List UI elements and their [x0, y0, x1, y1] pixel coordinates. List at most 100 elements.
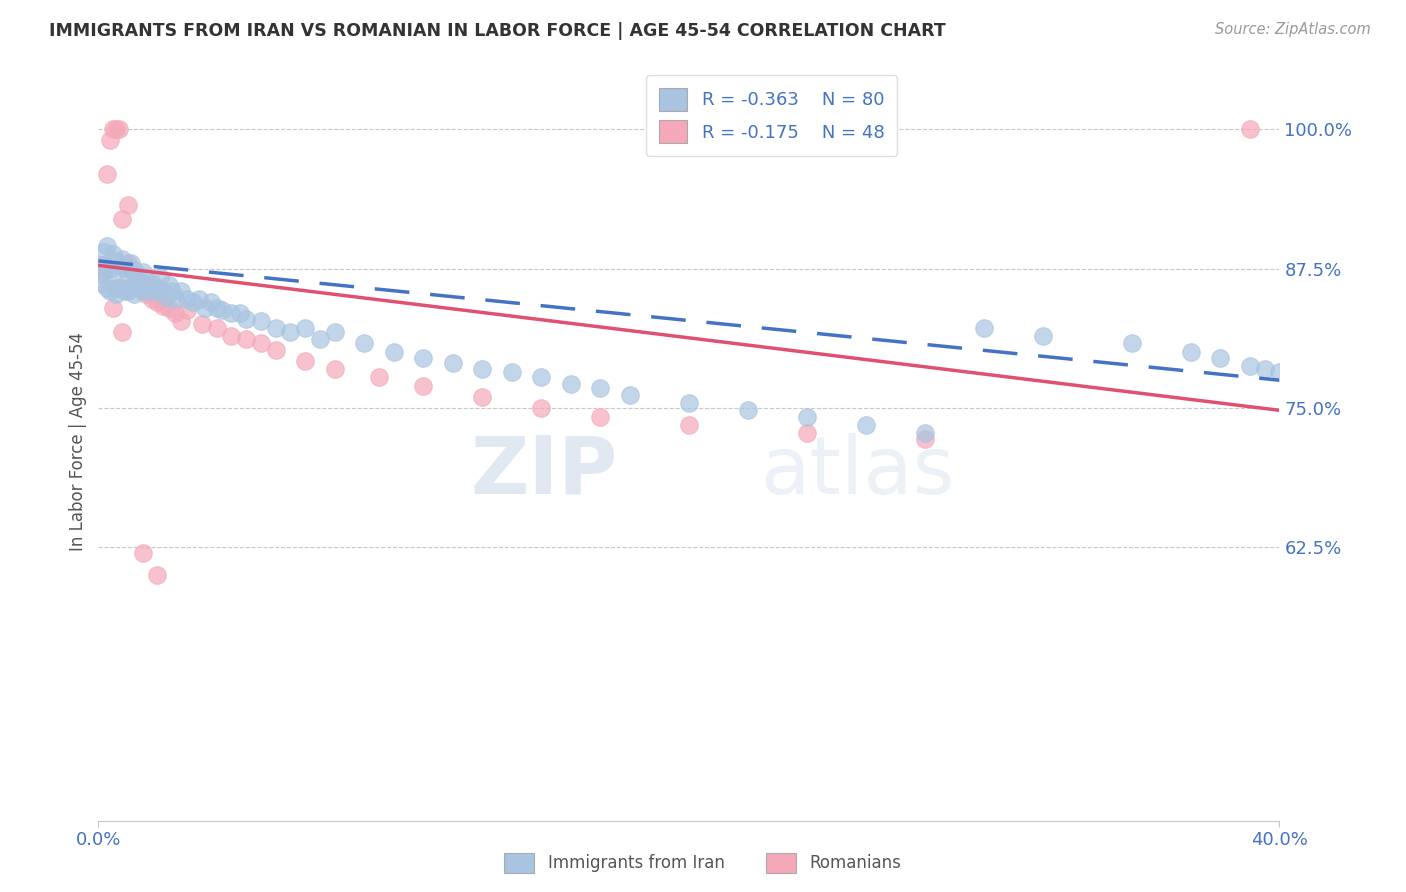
Point	[309, 332, 332, 346]
Point	[103, 269, 125, 284]
Point	[105, 254, 128, 268]
Point	[155, 290, 177, 304]
Point	[471, 362, 494, 376]
Point	[737, 403, 759, 417]
Point	[93, 259, 115, 273]
Point	[117, 198, 139, 212]
Point	[191, 318, 214, 332]
Point	[205, 321, 228, 335]
Point	[122, 263, 145, 277]
Point	[122, 287, 145, 301]
Point	[108, 281, 131, 295]
Point	[93, 265, 115, 279]
Point	[96, 281, 118, 295]
Point	[98, 261, 121, 276]
Y-axis label: In Labor Force | Age 45-54: In Labor Force | Age 45-54	[69, 332, 87, 551]
Point	[114, 259, 136, 273]
Point	[412, 378, 434, 392]
Point	[152, 284, 174, 298]
Point	[530, 401, 553, 416]
Point	[170, 314, 193, 328]
Point	[152, 299, 174, 313]
Point	[103, 122, 125, 136]
Point	[103, 247, 125, 261]
Point	[221, 306, 243, 320]
Point	[105, 287, 128, 301]
Point	[141, 292, 163, 306]
Point	[560, 376, 582, 391]
Point	[98, 134, 121, 148]
Point	[250, 336, 273, 351]
Point	[128, 281, 150, 295]
Legend: R = -0.363    N = 80, R = -0.175    N = 48: R = -0.363 N = 80, R = -0.175 N = 48	[645, 75, 897, 156]
Point	[111, 281, 134, 295]
Point	[108, 122, 131, 136]
Point	[108, 259, 131, 273]
Point	[93, 244, 115, 259]
Point	[111, 211, 134, 226]
Point	[90, 259, 112, 273]
Point	[135, 277, 157, 291]
Point	[105, 281, 128, 295]
Point	[125, 268, 148, 282]
Point	[120, 281, 142, 295]
Legend: Immigrants from Iran, Romanians: Immigrants from Iran, Romanians	[498, 847, 908, 880]
Point	[589, 381, 612, 395]
Point	[530, 370, 553, 384]
Point	[200, 295, 222, 310]
Point	[114, 260, 136, 275]
Point	[103, 301, 125, 315]
Point	[211, 303, 233, 318]
Point	[176, 292, 198, 306]
Point	[796, 410, 818, 425]
Point	[96, 239, 118, 253]
Point	[194, 301, 217, 315]
Point	[90, 277, 112, 291]
Text: ZIP: ZIP	[471, 433, 619, 511]
Point	[796, 425, 818, 440]
Point	[120, 261, 142, 276]
Point	[1209, 351, 1232, 365]
Point	[501, 366, 523, 380]
Point	[678, 417, 700, 432]
Point	[108, 281, 131, 295]
Point	[280, 326, 302, 340]
Point	[138, 278, 160, 293]
Point	[125, 277, 148, 291]
Point	[117, 268, 139, 282]
Point	[294, 354, 316, 368]
Point	[128, 278, 150, 293]
Point	[117, 256, 139, 270]
Point	[132, 546, 155, 560]
Point	[98, 284, 121, 298]
Point	[855, 417, 877, 432]
Point	[205, 301, 228, 315]
Point	[914, 425, 936, 440]
Point	[181, 295, 204, 310]
Point	[1239, 122, 1261, 136]
Point	[235, 312, 257, 326]
Point	[1239, 359, 1261, 373]
Point	[170, 284, 193, 298]
Point	[589, 410, 612, 425]
Point	[165, 292, 187, 306]
Point	[471, 390, 494, 404]
Point	[678, 395, 700, 409]
Point	[1180, 345, 1202, 359]
Text: atlas: atlas	[759, 433, 955, 511]
Point	[294, 321, 316, 335]
Point	[353, 336, 375, 351]
Point	[138, 284, 160, 298]
Point	[1268, 366, 1291, 380]
Point	[1254, 362, 1277, 376]
Point	[132, 284, 155, 298]
Point	[146, 295, 169, 310]
Point	[117, 284, 139, 298]
Point	[157, 278, 180, 293]
Point	[1121, 336, 1143, 351]
Point	[235, 332, 257, 346]
Point	[132, 278, 155, 293]
Point	[264, 343, 287, 358]
Point	[187, 292, 209, 306]
Point	[176, 303, 198, 318]
